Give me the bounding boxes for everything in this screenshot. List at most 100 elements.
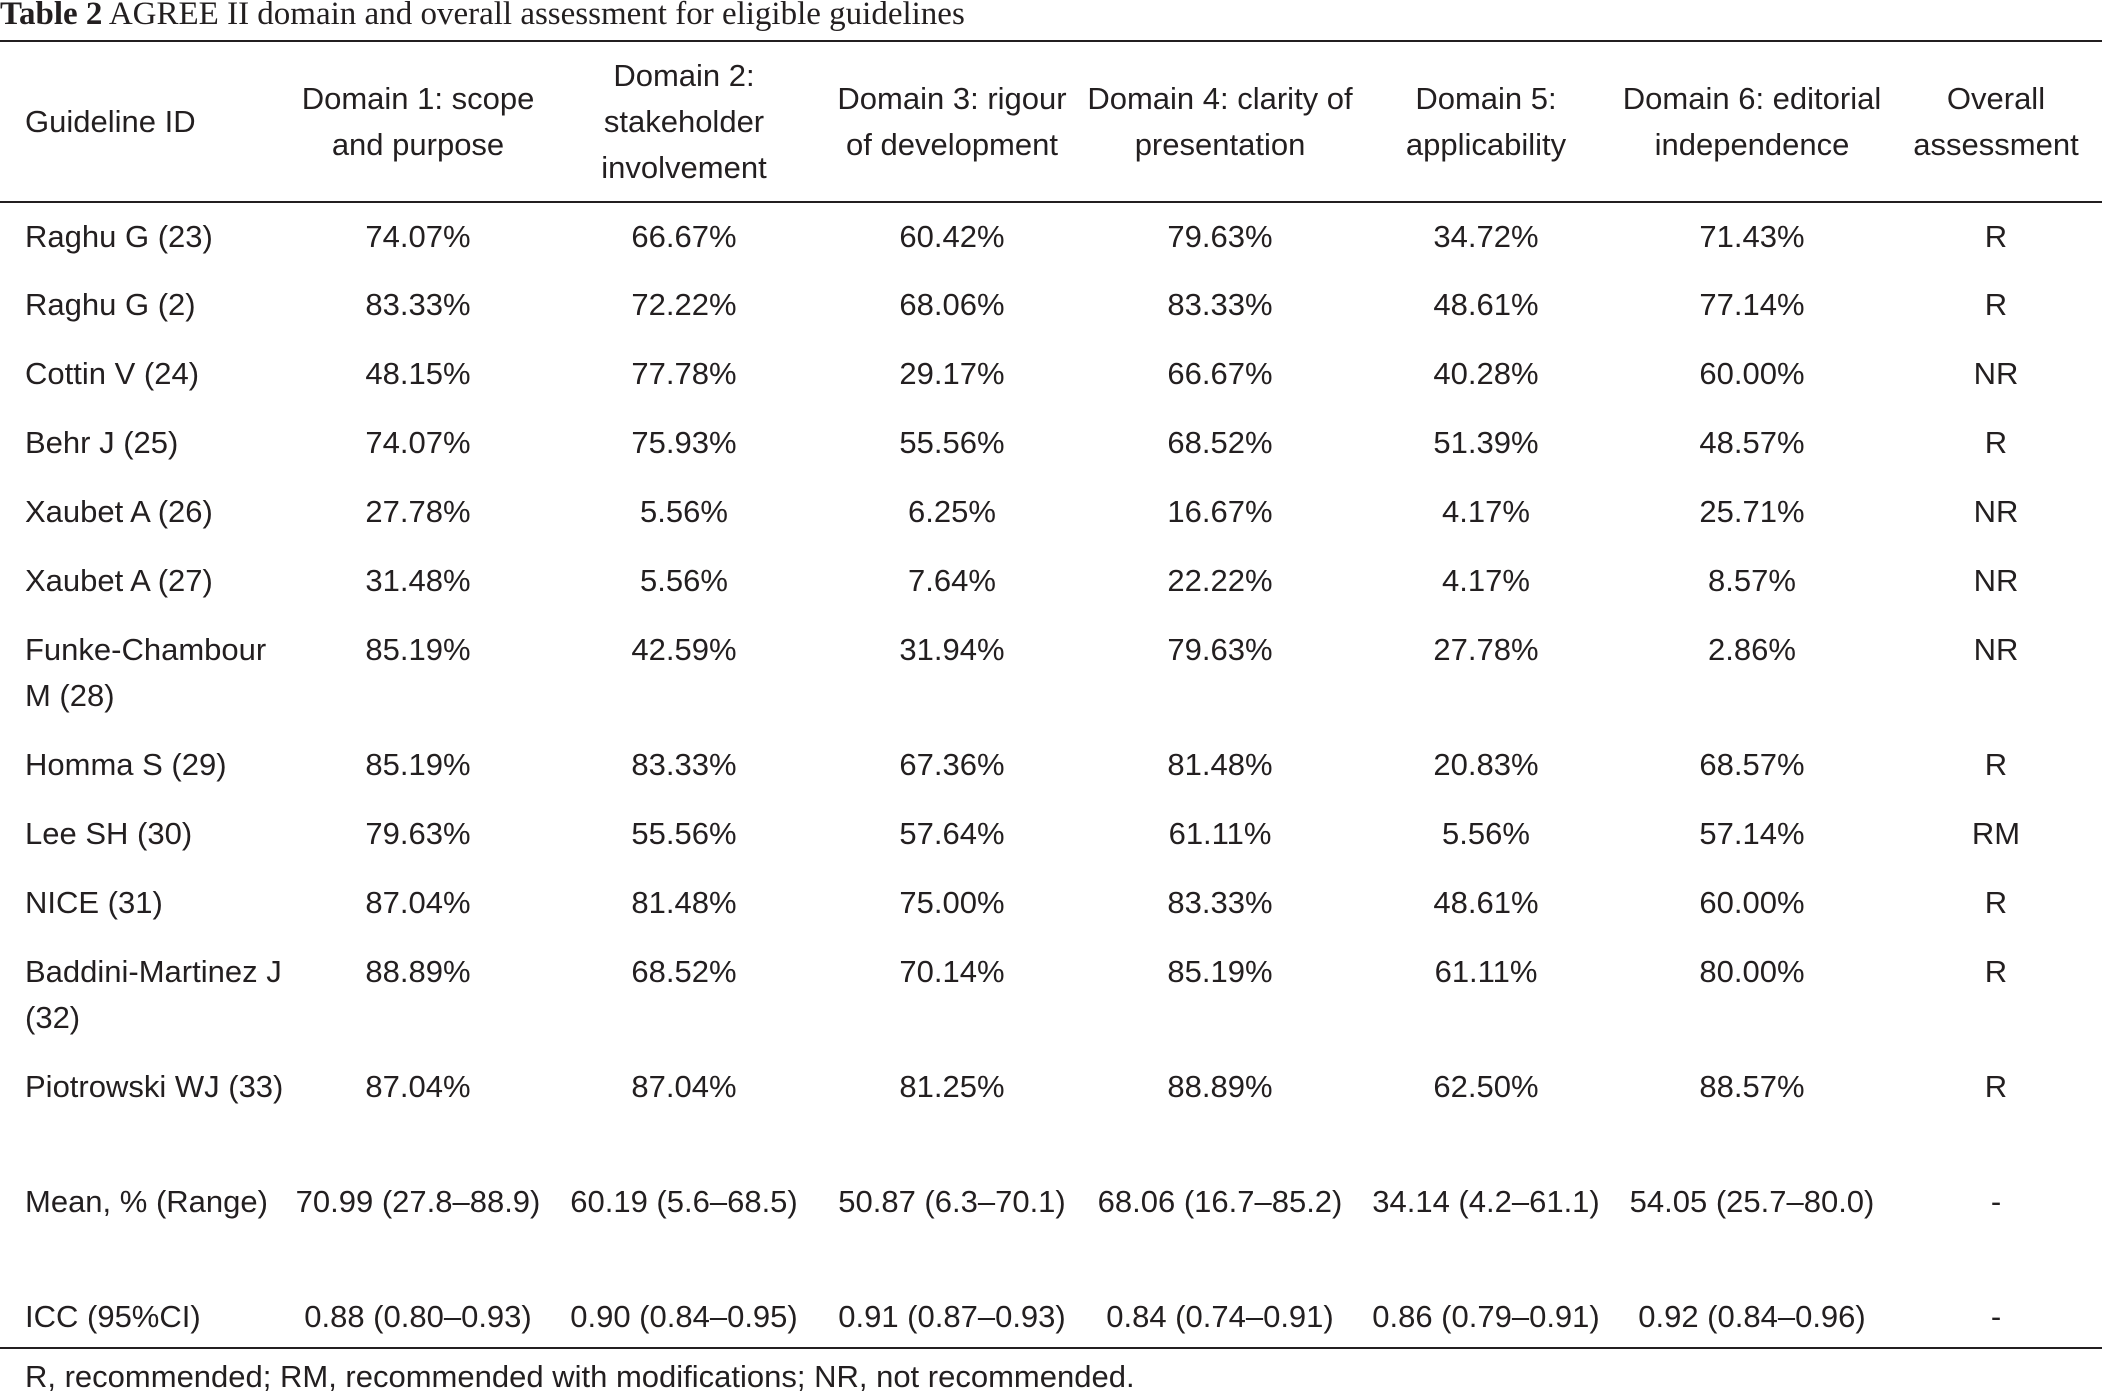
column-header: Domain 4: clarity of presentation [1087,80,1353,162]
column-header: Guideline ID [25,103,196,139]
row-label-cell: Homma S (29) [25,747,227,782]
table-cell: 83.33% [631,747,737,782]
table-cell: 0.88 (0.80–0.93) [304,1299,532,1334]
table-cell: 0.86 (0.79–0.91) [1372,1299,1600,1334]
row-label-cell: Raghu G (23) [25,219,213,254]
table-cell: 62.50% [1433,1069,1539,1104]
table-cell: 0.92 (0.84–0.96) [1638,1299,1866,1334]
table-cell: 68.06 (16.7–85.2) [1097,1184,1343,1219]
table-cell: R [1984,747,2008,782]
table-cell: 81.48% [631,885,737,920]
table-row: Cottin V (24) 48.15% 77.78% 29.17% 66.67% 40.… [0,339,2102,408]
table-cell: 5.56% [640,563,728,598]
table-cell: 29.17% [899,356,1005,391]
table-cell: 66.67% [631,219,737,254]
table-body: Raghu G (23) 74.07% 66.67% 60.42% 79.63% 34.7… [0,201,2102,1351]
table-cell: 75.00% [899,885,1005,920]
table-cell: 79.63% [365,816,471,851]
table-row: Mean, % (Range) 70.99 (27.8–88.9) 60.19 (5… [0,1167,2102,1282]
table-caption-label: Table 2 [0,0,103,32]
row-label-cell: Piotrowski WJ (33) [25,1069,284,1104]
table-cell: 8.57% [1708,563,1796,598]
row-label-cell: NICE (31) [25,885,163,920]
table-cell: 70.14% [899,954,1005,989]
row-label-cell: Mean, % (Range) [25,1184,268,1219]
table-cell: 87.04% [365,885,471,920]
table-cell: - [1990,1299,2002,1334]
row-label-cell: Xaubet A (26) [25,494,213,529]
table-cell: 87.04% [365,1069,471,1104]
table-cell: 68.06% [899,287,1005,322]
table-row: Homma S (29) 85.19% 83.33% 67.36% 81.48% 20.8… [0,730,2102,799]
table-cell: 74.07% [365,425,471,460]
table-cell: 48.61% [1433,287,1539,322]
row-label-cell: Cottin V (24) [25,356,200,391]
table-cell: 77.78% [631,356,737,391]
table-cell: RM [1971,816,2021,851]
column-header: Overall assessment [1913,80,2079,162]
row-label-cell: Funke-Chambour M (28) [25,632,267,713]
table-cell: 5.56% [640,494,728,529]
table-cell: 83.33% [1167,287,1273,322]
table-cell: R [1984,219,2008,254]
table-cell: R [1984,287,2008,322]
table-cell: 83.33% [365,287,471,322]
table-cell: 50.87 (6.3–70.1) [838,1184,1066,1219]
table-header-rule [0,201,2102,203]
table-cell: 81.25% [899,1069,1005,1104]
table-cell: 60.19 (5.6–68.5) [570,1184,798,1219]
table-cell: R [1984,425,2008,460]
table-cell: 79.63% [1167,632,1273,667]
table-cell: 57.64% [899,816,1005,851]
table-cell: 74.07% [365,219,471,254]
table-cell: 0.91 (0.87–0.93) [838,1299,1066,1334]
table-row: Behr J (25) 74.07% 75.93% 55.56% 68.52% 51.39… [0,408,2102,477]
table-cell: 71.43% [1699,219,1805,254]
table-cell: 81.48% [1167,747,1273,782]
table-cell: 27.78% [365,494,471,529]
row-label-cell: Raghu G (2) [25,287,196,322]
table-cell: 57.14% [1699,816,1805,851]
table-row: NICE (31) 87.04% 81.48% 75.00% 83.33% 48.61% 6… [0,868,2102,937]
table-cell: 0.84 (0.74–0.91) [1106,1299,1334,1334]
header-row: Guideline ID Domain 1: scope and purpose… [0,42,2102,201]
table-cell: NR [1973,563,2019,598]
table-cell: 5.56% [1442,816,1530,851]
table-row: Baddini-Martinez J (32) 88.89% 68.52% 70.14… [0,937,2102,1052]
table-cell: 68.52% [631,954,737,989]
table-cell: 88.89% [1167,1069,1273,1104]
table-cell: 75.93% [631,425,737,460]
table-cell: 68.52% [1167,425,1273,460]
table-cell: 25.71% [1699,494,1805,529]
row-label-cell: Lee SH (30) [25,816,193,851]
table-cell: 51.39% [1433,425,1539,460]
table-cell: NR [1973,632,2019,667]
table-cell: 6.25% [908,494,996,529]
table-cell: 55.56% [631,816,737,851]
table-row: Raghu G (23) 74.07% 66.67% 60.42% 79.63% 34.7… [0,201,2102,270]
table-cell: 48.57% [1699,425,1805,460]
table-cell: 60.00% [1699,356,1805,391]
table-cell: 72.22% [631,287,737,322]
table-cell: 61.11% [1434,954,1538,989]
table-cell: 79.63% [1167,219,1273,254]
row-label-cell: Baddini-Martinez J (32) [25,954,282,1035]
table-cell: 4.17% [1442,563,1530,598]
table-cell: R [1984,885,2008,920]
table-row: Lee SH (30) 79.63% 55.56% 57.64% 61.11% 5.56%… [0,799,2102,868]
table-cell: 7.64% [908,563,996,598]
table-cell: 31.48% [365,563,471,598]
column-header: Domain 2: stakeholder involvement [601,57,767,185]
table-cell: 87.04% [631,1069,737,1104]
row-label-cell: Behr J (25) [25,425,179,460]
table-cell: - [1990,1184,2002,1219]
table-row: Xaubet A (27) 31.48% 5.56% 7.64% 22.22% 4.17%… [0,546,2102,615]
table-cell: 60.00% [1699,885,1805,920]
table-row: ICC (95%CI) 0.88 (0.80–0.93) 0.90 (0.84–0.… [0,1282,2102,1351]
table-cell: 16.67% [1167,494,1273,529]
table-cell: NR [1973,356,2019,391]
table-cell: R [1984,954,2008,989]
column-header: Domain 6: editorial independence [1622,80,1882,162]
table-cell: 48.61% [1433,885,1539,920]
table-top-rule [0,40,2102,42]
